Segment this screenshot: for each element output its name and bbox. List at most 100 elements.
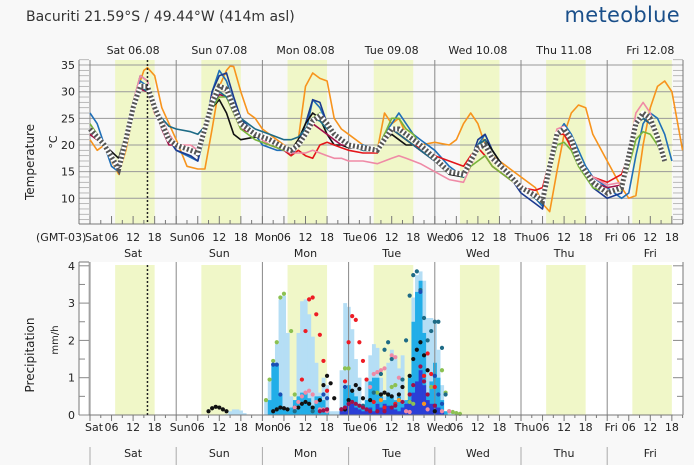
hour-label: Sat bbox=[85, 421, 104, 434]
precip-tick-label: 3 bbox=[68, 297, 75, 310]
hour-label: 12 bbox=[557, 421, 571, 434]
precip-dot-teal bbox=[439, 345, 445, 350]
daylight-band bbox=[546, 265, 586, 415]
precip-day-label-top: Thu bbox=[553, 247, 575, 260]
precip-bar-mid bbox=[397, 396, 401, 415]
precip-dot-pink bbox=[314, 399, 319, 405]
precip-dot-orange bbox=[378, 397, 384, 403]
precip-bar-low bbox=[422, 385, 427, 415]
precip-bar-max bbox=[231, 409, 236, 415]
precip-dot-red bbox=[429, 371, 434, 377]
precip-dot-pink bbox=[310, 392, 315, 397]
precip-dot-red bbox=[303, 328, 308, 334]
hour-label: 18 bbox=[492, 231, 506, 244]
hour-label: 12 bbox=[126, 231, 140, 244]
precip-dot-green bbox=[346, 366, 351, 371]
precip-dot-crimson bbox=[382, 409, 387, 414]
hour-label: 18 bbox=[406, 421, 420, 434]
precip-day-label-bottom: Mon bbox=[294, 447, 317, 460]
precip-bar-max bbox=[343, 303, 348, 415]
precip-dot-pink bbox=[303, 390, 308, 395]
precip-bar-max bbox=[314, 362, 319, 415]
precip-bar-max bbox=[332, 411, 337, 415]
precip-dot-black bbox=[303, 399, 308, 405]
precip-bar-low bbox=[350, 403, 355, 415]
precip-dot-red bbox=[371, 399, 376, 405]
precip-dot-red bbox=[364, 377, 369, 382]
precip-dot-pink bbox=[299, 394, 305, 399]
precip-bar-low bbox=[393, 409, 398, 415]
hour-label: 06 bbox=[191, 231, 205, 244]
precip-dot-crimson bbox=[368, 409, 373, 414]
precip-dot-green bbox=[429, 384, 434, 390]
precip-dot-black bbox=[285, 407, 290, 412]
precip-dot-red bbox=[346, 340, 351, 345]
precip-dot-crimson bbox=[350, 399, 355, 405]
precip-dot-blue bbox=[432, 373, 437, 378]
hour-label: Sat bbox=[85, 231, 104, 244]
precip-dot-black bbox=[378, 392, 384, 397]
precip-day-label-top: Fri bbox=[644, 247, 657, 260]
hour-label: 06 bbox=[105, 231, 119, 244]
precip-day-label-bottom: Fri bbox=[644, 447, 657, 460]
precip-dot-black bbox=[324, 373, 330, 378]
precip-day-label-bottom: Sun bbox=[209, 447, 230, 460]
precip-dot-green bbox=[263, 397, 269, 403]
hour-label: 12 bbox=[385, 231, 399, 244]
precip-dot-red bbox=[321, 358, 326, 364]
hour-label: Fri bbox=[605, 421, 618, 434]
precip-dot-red bbox=[425, 351, 430, 356]
precip-dot-green bbox=[342, 366, 348, 371]
day-header: Wed 10.08 bbox=[448, 44, 507, 57]
timezone-label: (GMT-03) bbox=[36, 231, 86, 244]
precip-dot-black bbox=[360, 396, 366, 401]
precip-dot-pink bbox=[425, 407, 430, 412]
precip-dot-teal bbox=[443, 392, 448, 397]
precip-bar-mid bbox=[285, 411, 290, 415]
precip-bar-max bbox=[289, 396, 294, 415]
hour-label: 18 bbox=[234, 231, 248, 244]
temperature-line-ensemble-mean bbox=[88, 83, 668, 206]
meteoblue-logo[interactable]: meteoblue bbox=[564, 3, 680, 27]
precip-dot-teal bbox=[386, 340, 391, 345]
precip-dot-teal bbox=[407, 293, 412, 298]
precip-dot-black bbox=[382, 390, 387, 395]
precip-bar-low bbox=[418, 370, 423, 415]
precip-bar-mid bbox=[314, 396, 319, 415]
precip-tick-label: 0 bbox=[68, 409, 75, 422]
precip-bar-low bbox=[371, 411, 376, 415]
precip-bar-max bbox=[397, 368, 401, 415]
precip-bar-mid bbox=[274, 364, 279, 415]
precip-bar-low bbox=[379, 407, 384, 415]
precip-dot-blue bbox=[321, 392, 326, 397]
precip-day-label-bottom: Tue bbox=[381, 447, 401, 460]
precip-dot-green bbox=[375, 390, 380, 395]
precip-dot-pink bbox=[439, 409, 445, 414]
precip-dot-black bbox=[432, 409, 437, 414]
precip-dot-black bbox=[224, 409, 229, 414]
temperature-tick-label: 20 bbox=[61, 139, 75, 152]
hour-label: Wed bbox=[427, 231, 451, 244]
precip-dot-black bbox=[368, 397, 373, 403]
hour-label: Wed bbox=[427, 421, 451, 434]
precip-bar-max bbox=[303, 299, 308, 415]
precip-dot-green bbox=[411, 401, 416, 406]
precip-dot-blue bbox=[271, 362, 276, 367]
precip-dot-red bbox=[350, 314, 355, 319]
precip-bar-max bbox=[310, 336, 315, 415]
precip-dot-crimson bbox=[317, 409, 322, 414]
precip-dot-black bbox=[210, 406, 215, 411]
precip-dot-pink bbox=[296, 399, 301, 405]
precip-dot-crimson bbox=[357, 403, 362, 408]
temperature-tick-label: 10 bbox=[61, 192, 75, 205]
hour-label: 12 bbox=[557, 231, 571, 244]
precip-bar-max bbox=[336, 411, 340, 415]
precip-dot-red bbox=[432, 384, 437, 390]
precip-dot-black bbox=[328, 381, 333, 386]
precip-bar-low bbox=[400, 407, 405, 415]
precip-dot-black bbox=[310, 405, 315, 410]
day-header: Tue 09.08 bbox=[364, 44, 419, 57]
hour-label: 18 bbox=[579, 231, 593, 244]
precip-bar-max bbox=[264, 400, 269, 415]
precip-bar-mid bbox=[386, 392, 391, 415]
